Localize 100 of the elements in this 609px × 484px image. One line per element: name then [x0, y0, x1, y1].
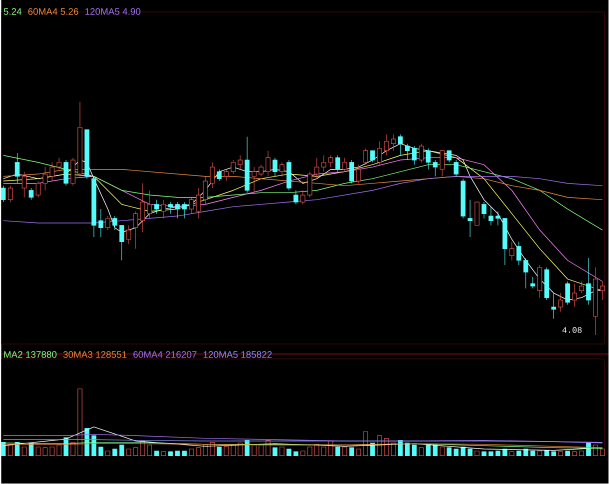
text: 30MA3 128551: [63, 351, 126, 358]
candlestick: [280, 162, 284, 177]
bar: [600, 448, 605, 456]
bar: [446, 448, 452, 456]
candlestick: [42, 166, 48, 191]
candlestick: [537, 264, 542, 298]
candlestick: [98, 208, 104, 238]
bar: [335, 446, 340, 456]
candlestick: [147, 190, 152, 219]
candlestick: [586, 258, 591, 306]
candlestick: [482, 202, 486, 219]
bar: [454, 448, 459, 456]
candlestick: [328, 155, 334, 168]
bar: [558, 452, 564, 456]
bar: [50, 446, 54, 456]
bar: [349, 448, 354, 456]
bar: [572, 452, 577, 456]
bar: [98, 446, 104, 456]
bar: [147, 444, 152, 456]
text: 120MA5 4.90: [85, 8, 140, 16]
candlestick: [572, 284, 577, 308]
candlestick: [474, 202, 480, 226]
candlestick: [551, 292, 556, 320]
bar: [565, 450, 570, 456]
candlestick: [202, 176, 208, 205]
candlestick: [154, 200, 159, 214]
candlestick: [56, 158, 62, 170]
bar: [154, 450, 159, 456]
bar: [252, 444, 256, 456]
candlestick: [530, 276, 536, 289]
text: MA2 137880: [4, 351, 57, 358]
candlestick: [182, 202, 187, 219]
candlestick: [516, 242, 522, 266]
candlestick: [440, 150, 445, 177]
candlestick: [370, 150, 375, 163]
bar: [356, 448, 361, 456]
candlestick: [258, 164, 264, 177]
bar: [8, 444, 13, 456]
bar: [119, 444, 124, 456]
candlestick: [384, 134, 389, 156]
bar: [126, 448, 132, 456]
bar: [516, 450, 522, 456]
candlestick: [161, 200, 166, 219]
bar: [551, 452, 556, 456]
candlestick: [0, 186, 6, 203]
candlestick: [300, 190, 306, 205]
candlestick: [189, 197, 194, 214]
bar: [133, 448, 138, 456]
candlestick: [418, 144, 424, 163]
candlestick: [238, 155, 243, 170]
bar: [168, 452, 173, 456]
candlestick: [488, 206, 494, 226]
bar: [342, 446, 348, 456]
bar: [105, 450, 110, 456]
candlestick: [496, 211, 500, 226]
candlestick: [307, 172, 312, 198]
candlestick: [28, 188, 34, 200]
candlestick: [523, 258, 528, 289]
candlestick: [14, 152, 20, 184]
candlestick: [64, 160, 68, 186]
bar: [36, 446, 41, 456]
candlestick: [454, 160, 459, 177]
bar: [321, 446, 326, 456]
bar: [56, 444, 62, 456]
candlestick: [224, 169, 229, 182]
bar: [91, 436, 96, 456]
candlestick: [294, 190, 298, 205]
candlestick: [175, 202, 180, 219]
candlestick: [230, 160, 236, 175]
candlestick: [321, 155, 326, 172]
candlestick: [133, 211, 138, 250]
candlestick: [579, 281, 584, 294]
candlestick: [398, 134, 403, 156]
candlestick: [342, 158, 348, 172]
candlestick: [70, 158, 76, 186]
candlestick: [266, 150, 270, 177]
candlestick: [22, 172, 27, 198]
candlestick: [363, 148, 368, 166]
bar: [412, 444, 417, 456]
bar: [537, 450, 542, 456]
bar: [182, 450, 187, 456]
text: 60MA4 5.26: [28, 8, 78, 16]
bar: [404, 442, 410, 456]
bar: [175, 450, 180, 456]
bar: [224, 446, 229, 456]
candlestick: [509, 242, 514, 261]
candlestick: [126, 225, 132, 245]
candlestick: [216, 169, 222, 182]
candlestick: [377, 141, 382, 166]
candlestick: [196, 188, 201, 219]
text: 60MA4 216207: [133, 351, 196, 358]
annotation: 4.08: [562, 327, 582, 334]
bar: [189, 448, 194, 456]
text: 120MA5 185822: [204, 351, 272, 358]
bar: [579, 450, 584, 456]
bar: [426, 444, 431, 456]
candlestick: [252, 166, 256, 194]
candlestick: [349, 160, 354, 184]
bar: [286, 448, 292, 456]
candlestick: [168, 202, 173, 214]
